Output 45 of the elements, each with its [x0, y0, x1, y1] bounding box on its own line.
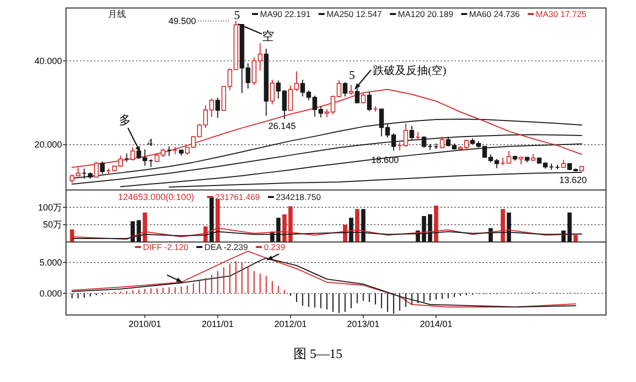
x-tick-label: 2012/01 — [274, 319, 307, 329]
chart-title: 124653.000(0:100) — [118, 192, 194, 202]
annotation: 多 — [119, 113, 131, 127]
y-tick-label: 20.000 — [34, 140, 62, 150]
candlestick — [342, 82, 348, 97]
legend-label: 234218.750 — [276, 192, 322, 202]
legend-label: 231761.469 — [215, 192, 260, 202]
x-tick-label: 2014/01 — [420, 319, 452, 329]
annotation: 5 — [234, 8, 240, 22]
y-tick-label: 50万 — [42, 220, 62, 230]
chart-title: 月线 — [108, 9, 126, 19]
candlestick — [403, 122, 408, 148]
candlestick — [215, 97, 220, 118]
candlestick — [416, 131, 420, 142]
annotation: 跌破及反抽(空) — [373, 64, 447, 77]
candlestick — [270, 79, 275, 105]
annotation: 13.620 — [559, 175, 587, 185]
annotation: 49.500 — [168, 16, 196, 26]
candlestick — [367, 92, 372, 112]
annotation: 18.600 — [371, 155, 399, 165]
y-tick-label: 100万 — [38, 202, 62, 212]
x-tick-label: 2013/01 — [347, 319, 380, 329]
annotation: 4 — [147, 137, 154, 149]
x-tick-label: 2011/01 — [202, 319, 234, 329]
candlestick — [130, 146, 136, 162]
legend-label: MA90 22.191 — [260, 9, 311, 19]
y-tick-label: 5.000 — [39, 257, 62, 268]
y-tick-label: 40.000 — [34, 56, 62, 66]
candlestick — [500, 157, 506, 166]
legend-label: 0.239 — [264, 242, 286, 252]
legend-label: DIFF -2.120 — [143, 242, 189, 252]
legend-label: DEA -2.239 — [204, 242, 248, 252]
legend-label: MA120 20.189 — [398, 9, 454, 19]
candlestick — [166, 146, 172, 157]
x-tick-label: 2010/01 — [128, 319, 162, 329]
annotation: 26.145 — [268, 121, 296, 131]
caption: 图 5—15 — [294, 346, 342, 361]
legend-label: MA60 24.736 — [469, 9, 520, 19]
annotation: 5 — [349, 68, 355, 82]
y-tick-label: 0.000 — [39, 288, 62, 298]
candlestick — [100, 160, 105, 175]
annotation: 空 — [262, 29, 274, 43]
legend-label: MA250 12.547 — [326, 9, 382, 19]
legend-label: MA30 17.725 — [536, 9, 587, 19]
candlestick — [506, 150, 512, 164]
